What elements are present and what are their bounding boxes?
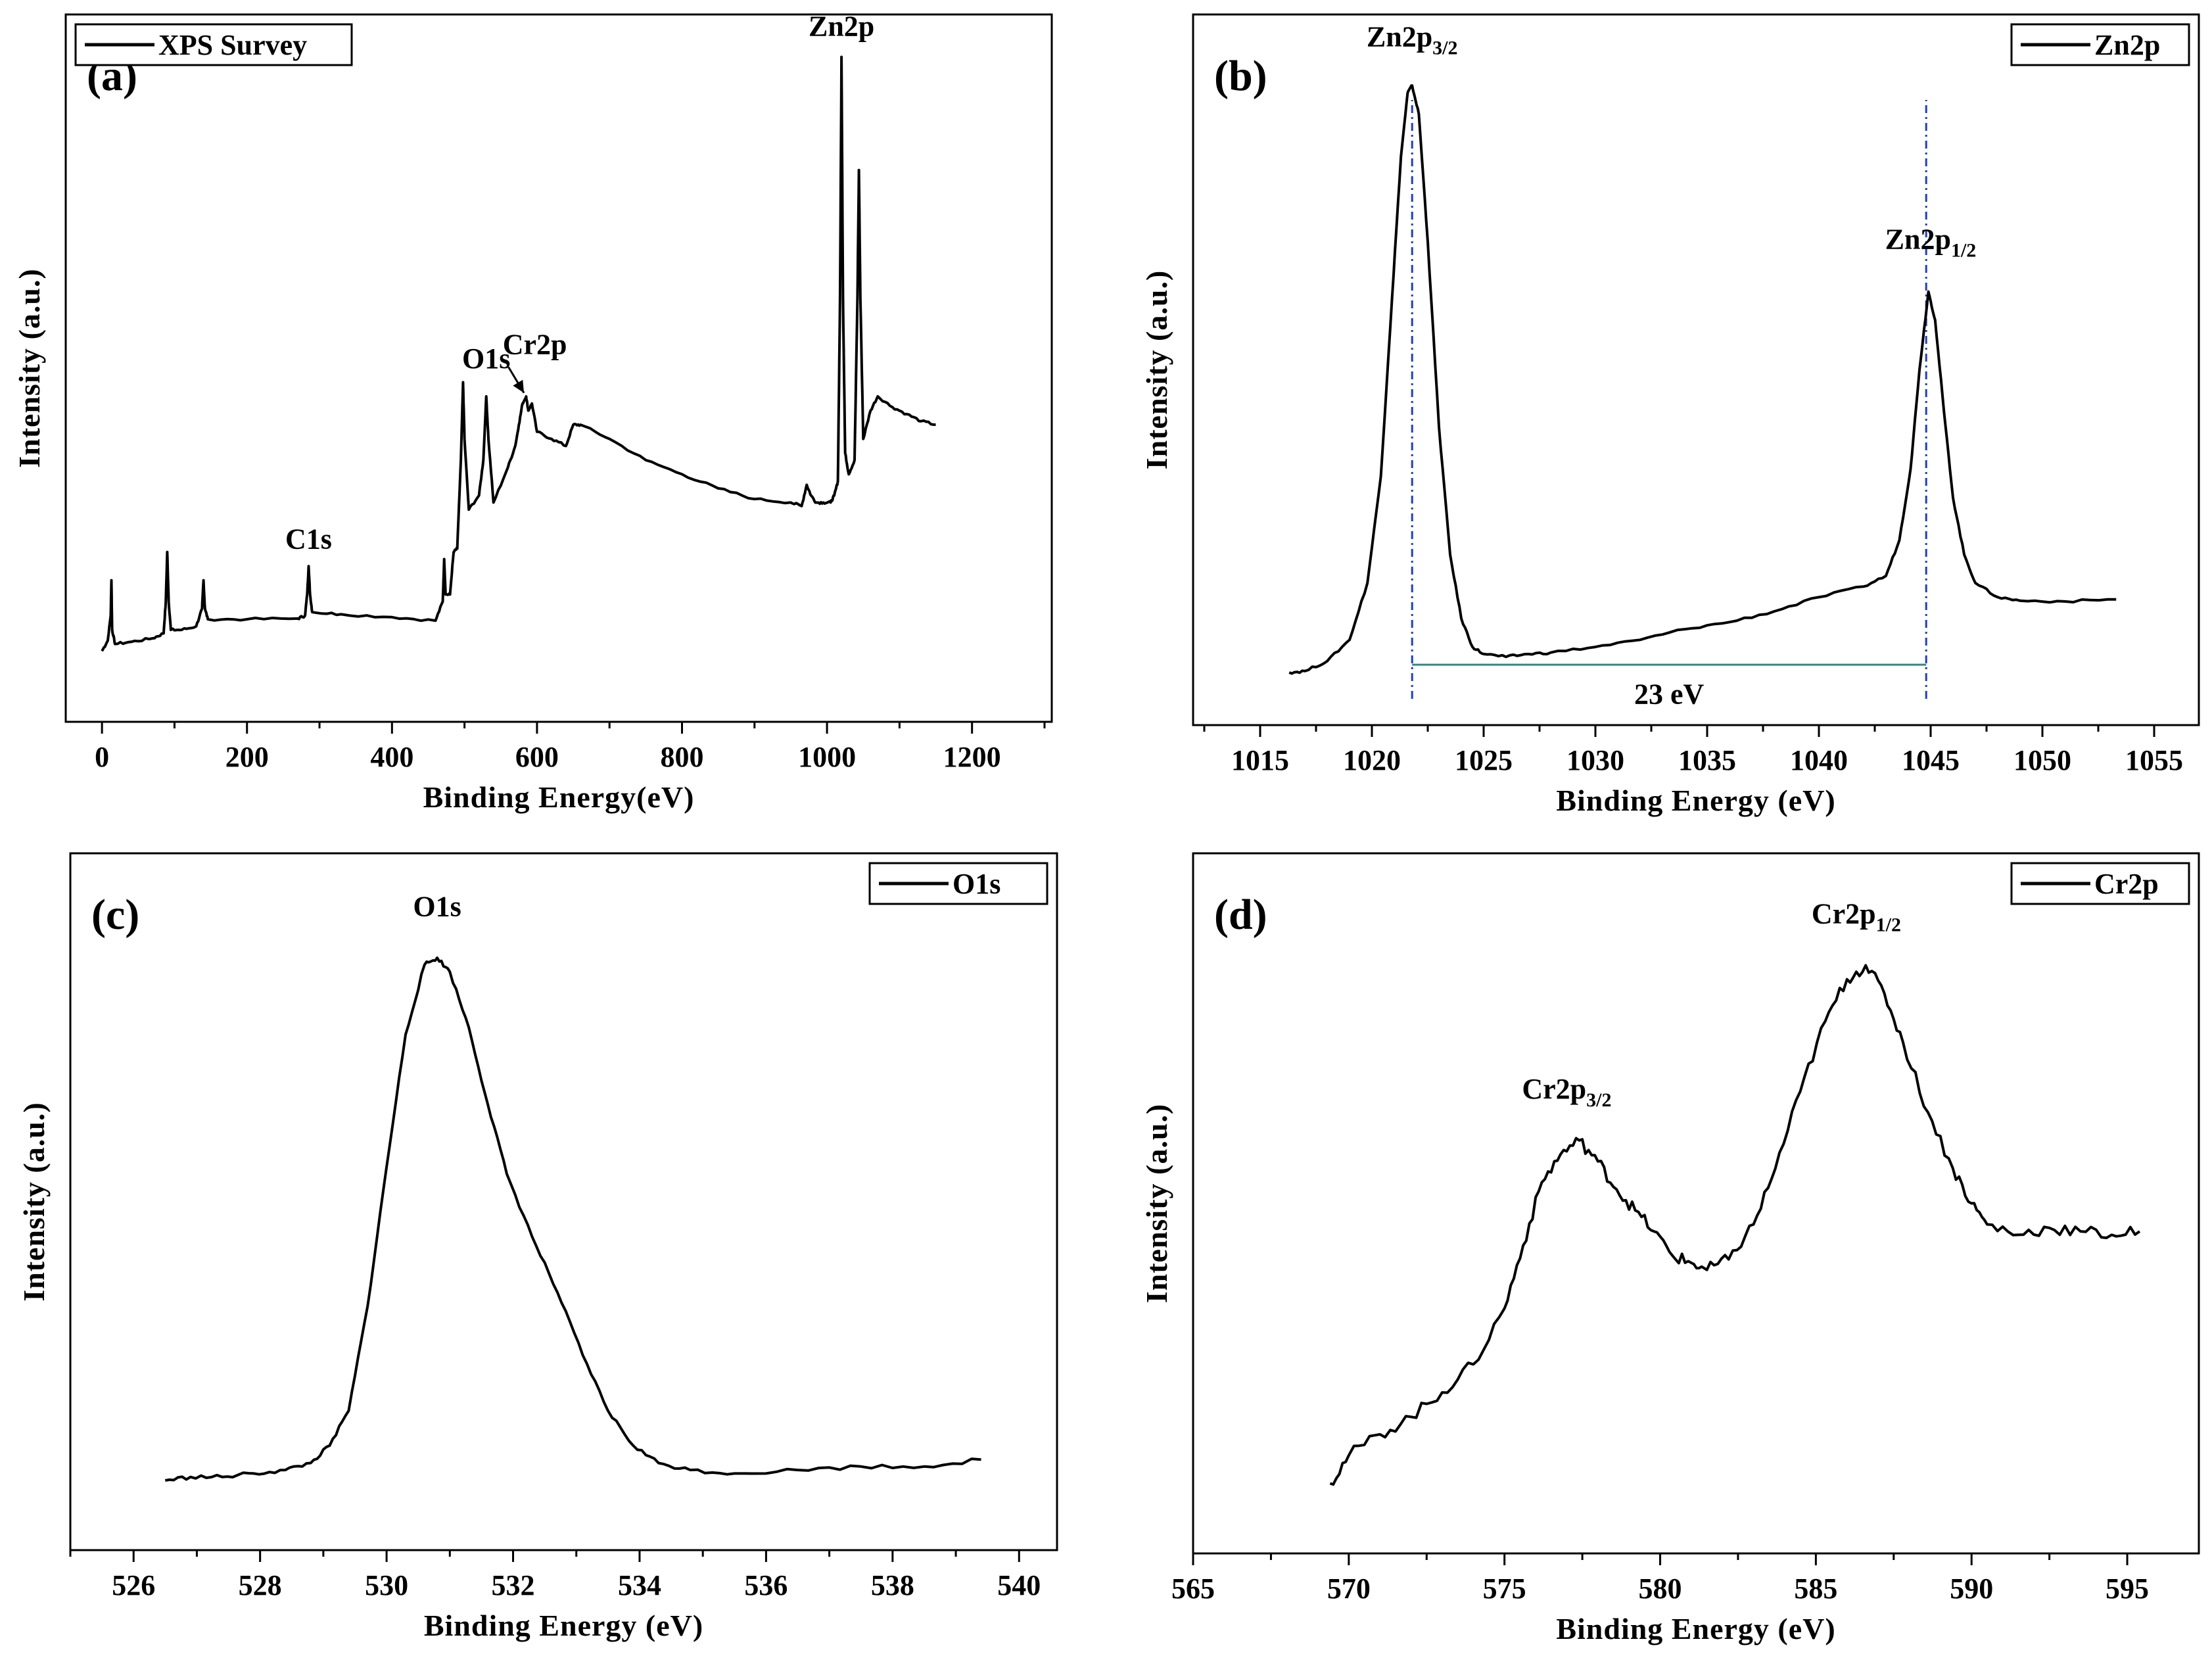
plot-frame: [64, 13, 1053, 723]
x-tick-label: 538: [871, 1569, 914, 1601]
peak-annotation: Zn2p1/2: [1885, 224, 1977, 262]
plot-frame: [1192, 13, 2200, 726]
x-tick-label: 565: [1171, 1572, 1215, 1605]
plot-frame: [69, 852, 1058, 1551]
peak-annotation: Cr2p1/2: [1812, 898, 1901, 936]
chart-panel-c: 526 528 530 532 534 536 538 540 Binding Energy (…: [17, 852, 1058, 1642]
peak-annotation: 23 eV: [1634, 678, 1705, 711]
x-tick-label: 528: [239, 1569, 282, 1601]
y-axis-label: Intensity (a.u.): [1140, 270, 1173, 470]
chart-panel-a: 0 200 400 600 800 1000 1200 Binding Energy(eV) I…: [12, 10, 1053, 814]
x-tick-label: 1050: [2013, 744, 2071, 776]
x-axis-label: Binding Energy (eV): [1556, 784, 1835, 817]
chart-panel-d: 565 570 575 580 585 590 595 Binding Energy (eV)…: [1140, 852, 2200, 1645]
x-tick-label: 534: [618, 1569, 661, 1601]
x-tick-label: 1025: [1455, 744, 1513, 776]
x-tick-label: 530: [365, 1569, 408, 1601]
x-tick-label: 800: [661, 741, 704, 773]
peak-annotation: Zn2p: [809, 10, 874, 42]
x-tick-label: 400: [370, 741, 413, 773]
x-tick-label: 1200: [943, 741, 1001, 773]
annotation-base: Cr2p: [1812, 898, 1876, 930]
legend-label: O1s: [953, 868, 1000, 900]
x-tick-label: 1015: [1231, 744, 1289, 776]
panel-label: (c): [91, 891, 139, 939]
annotation-base: Cr2p: [1522, 1073, 1586, 1105]
peak-annotation: Cr2p: [503, 328, 567, 360]
annotation-subscript: 1/2: [1951, 240, 1976, 262]
chart-panel-b: 1015 1020 1025 1030 1035 1040 1045 1050 1055 Bind…: [1140, 13, 2200, 817]
x-tick-label: 600: [515, 741, 559, 773]
peak-annotation: O1s: [462, 343, 510, 375]
x-tick-label: 585: [1794, 1572, 1837, 1605]
annotation-subscript: 1/2: [1876, 914, 1901, 936]
x-tick-label: 580: [1639, 1572, 1682, 1605]
y-axis-label: Intensity (a.u.): [12, 268, 46, 468]
peak-annotation: O1s: [413, 890, 461, 922]
x-axis-label: Binding Energy(eV): [423, 780, 695, 814]
legend-label: XPS Survey: [158, 29, 307, 61]
series-line: [164, 957, 981, 1482]
x-tick-label: 532: [492, 1569, 535, 1601]
x-tick-label: 590: [1950, 1572, 1993, 1605]
peak-annotation: Zn2p3/2: [1367, 21, 1458, 59]
x-tick-label: 200: [225, 741, 269, 773]
x-axis-label: Binding Energy (eV): [424, 1609, 703, 1642]
x-tick-label: 0: [95, 741, 109, 773]
panel-label: (b): [1214, 52, 1267, 100]
x-tick-label: 536: [744, 1569, 788, 1601]
annotation-base: Zn2p: [1885, 224, 1951, 256]
legend-label: Zn2p: [2094, 29, 2160, 61]
annotation-base: Zn2p: [1367, 21, 1432, 53]
x-tick-label: 1045: [1902, 744, 1960, 776]
x-axis-label: Binding Energy (eV): [1556, 1612, 1835, 1645]
annotation-subscript: 3/2: [1432, 37, 1457, 59]
x-tick-label: 575: [1483, 1572, 1526, 1605]
x-tick-label: 595: [2106, 1572, 2149, 1605]
y-axis-label: Intensity (a.u.): [1140, 1104, 1173, 1304]
x-tick-label: 1055: [2125, 744, 2183, 776]
annotation-subscript: 3/2: [1586, 1089, 1611, 1111]
peak-annotation: C1s: [285, 523, 332, 555]
series-line: [1329, 964, 2141, 1486]
x-tick-label: 526: [112, 1569, 155, 1601]
series-line: [101, 55, 936, 652]
series-line: [1288, 84, 2117, 675]
plot-frame: [1192, 852, 2200, 1555]
x-tick-label: 1000: [798, 741, 856, 773]
panel-label: (d): [1214, 891, 1267, 939]
x-tick-label: 1035: [1678, 744, 1736, 776]
peak-annotation: Cr2p3/2: [1522, 1073, 1611, 1111]
x-tick-label: 1020: [1343, 744, 1401, 776]
x-tick-label: 1030: [1566, 744, 1624, 776]
x-tick-label: 570: [1327, 1572, 1371, 1605]
y-axis-label: Intensity (a.u.): [17, 1102, 51, 1302]
arrow-head: [513, 379, 525, 393]
x-tick-label: 1040: [1790, 744, 1848, 776]
legend-label: Cr2p: [2094, 868, 2159, 900]
x-tick-label: 540: [997, 1569, 1041, 1601]
